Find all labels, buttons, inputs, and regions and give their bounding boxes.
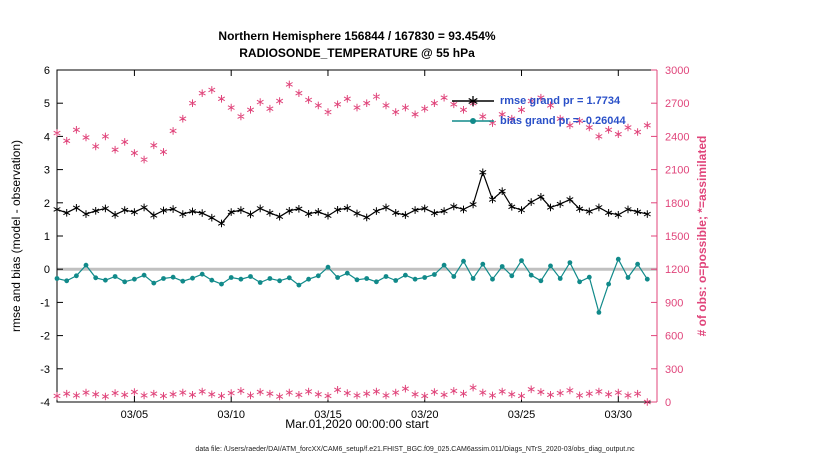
svg-text:0: 0 — [44, 264, 50, 276]
chart-subtitle: RADIOSONDE_TEMPERATURE @ 55 hPa — [239, 46, 475, 60]
bias-series — [54, 256, 650, 315]
x-axis-start-label: Mar.01,2020 00:00:00 start — [285, 417, 429, 431]
svg-text:4: 4 — [44, 131, 50, 143]
svg-text:2: 2 — [44, 198, 50, 210]
chart-title: Northern Hemisphere 156844 / 167830 = 93… — [218, 29, 496, 43]
svg-text:-1: -1 — [40, 297, 50, 309]
y-axis-left: -4 -3 -2 -1 0 1 2 3 4 5 6 — [40, 65, 63, 409]
svg-text:6: 6 — [44, 65, 50, 77]
svg-text:300: 300 — [665, 364, 683, 376]
rmse-line-marker-icon — [452, 96, 494, 106]
rmse-series — [53, 168, 651, 228]
legend-entry-rmse: rmse grand pr = 1.7734 — [452, 93, 626, 109]
svg-text:03/05: 03/05 — [121, 409, 149, 421]
svg-text:600: 600 — [665, 331, 683, 343]
svg-text:1500: 1500 — [665, 231, 689, 243]
legend-rmse-label: rmse grand pr = 1.7734 — [500, 95, 621, 107]
svg-text:900: 900 — [665, 297, 683, 309]
y-axis-right: 0 300 600 900 1200 1500 1800 2100 2400 2700 3000 — [651, 65, 689, 409]
svg-text:1800: 1800 — [665, 198, 689, 210]
data-file-path: data file: /Users/raeder/DAI/ATM_forcXX/… — [195, 446, 635, 453]
svg-text:5: 5 — [44, 98, 50, 110]
legend: rmse grand pr = 1.7734 bias grand pr = -… — [452, 93, 626, 129]
svg-text:03/30: 03/30 — [605, 409, 633, 421]
legend-entry-bias: bias grand pr = -0.26044 — [452, 113, 626, 129]
obs-count-upper-band-series — [53, 80, 651, 164]
svg-text:0: 0 — [665, 397, 671, 409]
svg-text:3000: 3000 — [665, 65, 689, 77]
x-axis: 03/05 03/10 03/15 03/20 03/25 03/30 — [121, 70, 632, 421]
obs-count-lower-band-series — [53, 383, 651, 406]
left-axis-label: rmse and bias (model - observation) — [9, 139, 23, 333]
legend-bias-label: bias grand pr = -0.26044 — [500, 115, 626, 127]
svg-text:03/10: 03/10 — [217, 409, 245, 421]
svg-text:2700: 2700 — [665, 98, 689, 110]
svg-text:03/25: 03/25 — [508, 409, 536, 421]
svg-text:03/20: 03/20 — [411, 409, 439, 421]
svg-text:03/15: 03/15 — [314, 409, 342, 421]
svg-text:3: 3 — [44, 165, 50, 177]
svg-text:-2: -2 — [40, 331, 50, 343]
bias-line-marker-icon — [452, 118, 494, 124]
svg-text:-4: -4 — [40, 397, 50, 409]
svg-text:1200: 1200 — [665, 264, 689, 276]
svg-text:-3: -3 — [40, 364, 50, 376]
right-axis-label: # of obs: o=possible; *=assimilated — [695, 135, 709, 337]
svg-text:2400: 2400 — [665, 131, 689, 143]
svg-text:2100: 2100 — [665, 165, 689, 177]
svg-text:1: 1 — [44, 231, 50, 243]
